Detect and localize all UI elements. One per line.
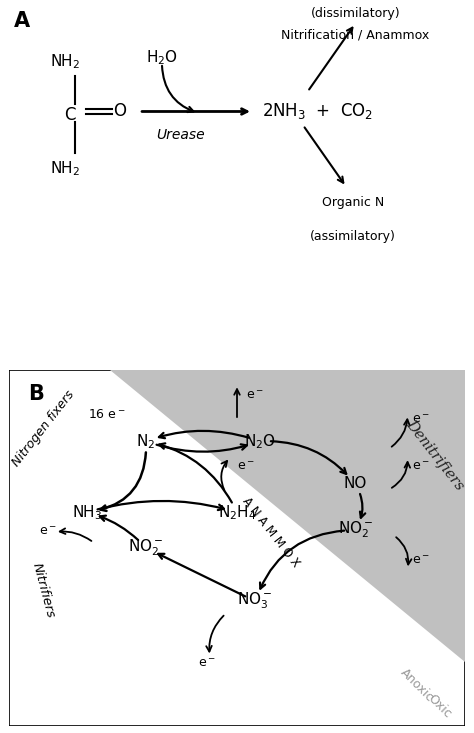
Text: H$_2$O: H$_2$O (146, 48, 178, 67)
Text: Anoxic: Anoxic (398, 666, 436, 704)
Text: e$^-$: e$^-$ (39, 526, 57, 539)
Polygon shape (109, 370, 465, 662)
Text: e$^-$: e$^-$ (237, 460, 255, 473)
Text: NH$_2$: NH$_2$ (50, 52, 81, 70)
Text: (dissimilatory): (dissimilatory) (310, 7, 400, 21)
Text: NO: NO (344, 476, 367, 491)
Text: e$^-$: e$^-$ (199, 657, 216, 670)
Text: e$^-$: e$^-$ (412, 460, 430, 473)
Text: O: O (113, 103, 126, 120)
Text: B: B (27, 384, 44, 405)
Text: NH$_3$: NH$_3$ (72, 503, 102, 522)
Text: Nitrifiers: Nitrifiers (30, 561, 57, 619)
Text: (assimilatory): (assimilatory) (310, 230, 396, 243)
Text: Denitrifiers: Denitrifiers (403, 418, 466, 493)
Text: C: C (64, 106, 75, 124)
Text: Oxic: Oxic (425, 692, 454, 721)
Text: e$^-$: e$^-$ (412, 413, 430, 427)
Text: 16 e$^-$: 16 e$^-$ (89, 408, 126, 421)
Text: A N A M M O X: A N A M M O X (240, 495, 302, 570)
Text: Organic N: Organic N (322, 196, 384, 209)
Text: N$_2$H$_4$: N$_2$H$_4$ (218, 503, 256, 522)
Text: Nitrification / Anammox: Nitrification / Anammox (281, 29, 429, 42)
Text: NO$_2^-$: NO$_2^-$ (337, 520, 373, 540)
Text: NO$_3^-$: NO$_3^-$ (237, 591, 273, 611)
Text: 2NH$_3$  +  CO$_2$: 2NH$_3$ + CO$_2$ (262, 101, 373, 122)
Text: Nitrogen fixers: Nitrogen fixers (10, 388, 77, 469)
Text: e$^-$: e$^-$ (412, 554, 430, 567)
Text: NO$_2^-$: NO$_2^-$ (128, 538, 164, 558)
Text: N$_2$: N$_2$ (137, 432, 155, 451)
Text: NH$_2$: NH$_2$ (50, 160, 81, 178)
Text: A: A (14, 11, 30, 31)
Text: N$_2$O: N$_2$O (244, 432, 276, 451)
Text: Urease: Urease (156, 128, 204, 141)
FancyBboxPatch shape (9, 370, 465, 726)
Text: e$^-$: e$^-$ (246, 388, 264, 402)
